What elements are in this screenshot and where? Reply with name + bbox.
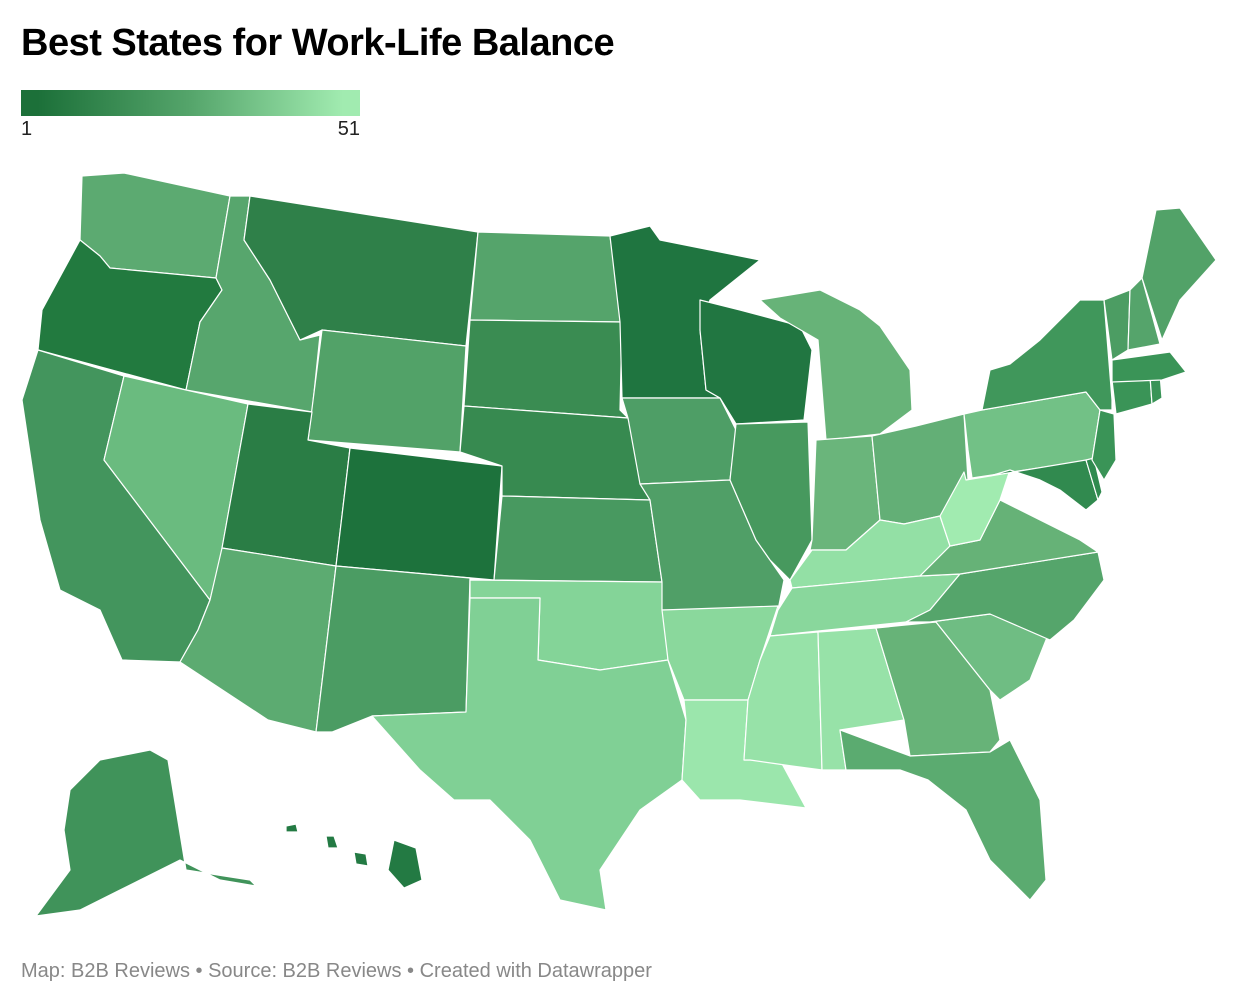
state-florida[interactable]: Florida bbox=[839, 729, 1047, 901]
state-illinois[interactable]: Illinois bbox=[729, 421, 813, 581]
state-colorado[interactable]: Colorado bbox=[335, 447, 503, 581]
state-new-jersey[interactable]: New Jersey bbox=[1091, 409, 1117, 481]
state-texas[interactable]: Texas bbox=[371, 597, 687, 911]
us-choropleth-map: WashingtonOregonCaliforniaIdahoNevadaMon… bbox=[21, 172, 1217, 917]
legend-gradient-bar bbox=[21, 90, 360, 116]
state-iowa[interactable]: Iowa bbox=[621, 397, 737, 485]
state-north-dakota[interactable]: North Dakota bbox=[469, 231, 623, 323]
state-maine[interactable]: Maine bbox=[1141, 207, 1217, 341]
state-new-york[interactable]: New York bbox=[981, 299, 1113, 411]
state-wisconsin[interactable]: Wisconsin bbox=[699, 299, 813, 425]
state-michigan[interactable]: Michigan bbox=[759, 289, 913, 441]
source-footer: Map: B2B Reviews • Source: B2B Reviews •… bbox=[21, 960, 652, 982]
state-delaware[interactable]: Delaware bbox=[1085, 457, 1103, 501]
state-kansas[interactable]: Kansas bbox=[493, 495, 663, 583]
state-south-dakota[interactable]: South Dakota bbox=[463, 319, 629, 419]
state-hawaii[interactable]: Hawaii bbox=[285, 823, 423, 889]
state-north-carolina[interactable]: North Carolina bbox=[905, 551, 1105, 641]
state-shapes: WashingtonOregonCaliforniaIdahoNevadaMon… bbox=[21, 172, 1217, 917]
color-legend: 1 51 bbox=[21, 90, 360, 140]
state-alaska[interactable]: Alaska bbox=[35, 749, 257, 917]
state-massachusetts[interactable]: Massachusetts bbox=[1111, 351, 1187, 383]
legend-max-label: 51 bbox=[337, 118, 360, 140]
state-new-mexico[interactable]: New Mexico bbox=[315, 565, 471, 733]
state-new-hampshire[interactable]: New Hampshire bbox=[1127, 277, 1161, 351]
legend-min-label: 1 bbox=[21, 118, 33, 140]
state-wyoming[interactable]: Wyoming bbox=[307, 329, 467, 453]
chart-title: Best States for Work-Life Balance bbox=[21, 22, 615, 64]
